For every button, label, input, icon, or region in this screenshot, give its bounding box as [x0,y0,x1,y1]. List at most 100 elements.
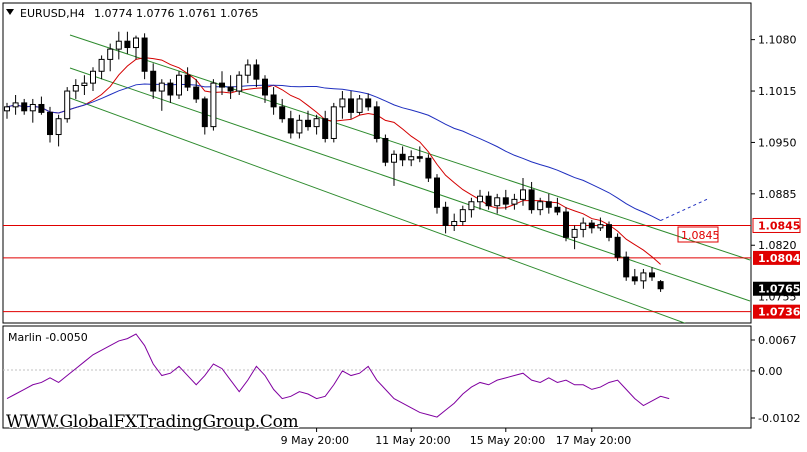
candle-body [72,85,79,92]
level-tag-box [753,250,800,265]
candle-body [425,157,432,179]
ma-slow-projection [660,198,709,221]
candle-body [4,106,10,112]
candle-body [305,119,311,128]
candle-body [313,118,320,128]
candle-body [511,198,518,205]
candle-body [150,70,157,92]
marlin-title: Marlin -0.0050 [8,331,88,344]
candle-body [90,70,96,84]
candle-body [554,206,561,213]
marlin-tick-label: 0.0067 [758,334,797,347]
candle-body [244,64,251,76]
time-tick-label: 15 May 20:00 [470,434,545,447]
candle-body [657,281,664,290]
candle-body [649,272,655,278]
level-tag-box [752,217,801,233]
level-tag-label: 1.0736 [758,306,801,319]
candle-body [210,82,217,128]
candle-body [468,201,475,211]
candle-body [356,98,363,113]
candle-body [176,74,182,96]
candle-body [12,102,19,108]
candle-body [107,48,114,60]
candle-body [520,189,526,200]
marlin-tick-label: -0.0102 [758,412,800,425]
candle-body [141,37,148,72]
candle-body [270,94,277,108]
marlin-series [6,333,670,418]
candle-body [124,40,131,49]
candle-body [597,224,604,229]
candle-body [408,156,415,161]
candle-body [236,74,243,92]
candle-body [494,197,501,207]
price-axis: 1.1080 1.1015 1.0950 1.0885 1.0820 [751,34,797,252]
candle-body [623,256,630,278]
candle-body [193,86,200,100]
level-tag-box [753,304,800,319]
candle-body [416,156,423,159]
candle-body [571,228,578,238]
candle-body [64,90,71,120]
marlin-tick-label: 0.00 [758,365,783,378]
candle-body [167,82,174,96]
candle-body [38,103,45,113]
time-tick-label: 11 May 20:00 [375,434,450,447]
candle-body [485,195,492,207]
candle-body [545,201,552,208]
candle-body [502,197,509,205]
main-pane [2,2,752,324]
indicator-pane [2,325,752,429]
candle-body [262,78,268,96]
triangle-down-icon[interactable] [6,9,14,15]
price-tick-label: 1.1080 [758,34,797,47]
candle-body [296,119,303,134]
candle-body [528,189,535,211]
candle-body [184,74,191,88]
candle-body [588,222,595,229]
candle-body [640,272,647,282]
channel-line [69,34,751,261]
candle-body [537,201,544,211]
candle-body [373,106,380,139]
candle-body [201,98,208,128]
candlesticks [4,31,664,292]
candle-body [55,118,62,136]
candle-body [382,137,389,163]
candle-body [451,221,458,226]
candle-body [227,86,234,92]
candle-body [133,37,139,49]
candle-body [434,177,440,208]
candle-body [279,106,286,120]
candle-body [98,58,105,72]
current-price-box [753,281,800,296]
candle-body [459,209,466,223]
current-price-label: 1.0765 [758,283,800,296]
candle-body [391,153,397,163]
candle-body [580,222,587,230]
candle-body [614,236,621,258]
price-tick-label: 1.0820 [758,239,797,252]
price-tick-label: 1.0885 [758,188,797,201]
candle-body [477,195,483,203]
marlin-axis: 0.0067 0.00 -0.0102 [751,334,800,425]
level-box-label: 1.0845 [681,229,720,242]
candle-body [81,82,88,86]
candle-body [21,102,28,112]
candle-body [115,40,122,50]
candle-body [330,106,337,139]
ma-slow-line [6,83,661,221]
candle-body [29,103,36,112]
candle-body [563,211,569,238]
level-tag-label: 1.0804 [758,252,801,265]
trend-channel [69,34,751,323]
candle-body [631,276,638,282]
channel-line [69,67,751,302]
level-box [677,226,719,243]
time-tick-label: 9 May 20:00 [281,434,349,447]
time-tick-label: 17 May 20:00 [556,434,631,447]
candle-body [158,82,165,92]
